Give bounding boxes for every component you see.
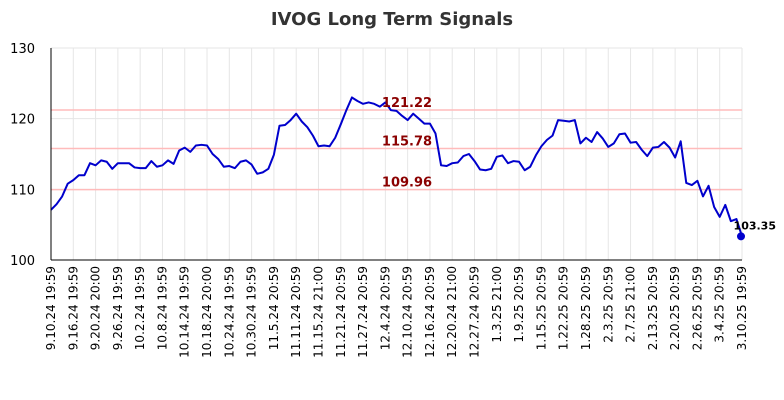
- x-tick-label: 10.8.24 19:59: [155, 266, 169, 350]
- x-tick-label: 12.10.24 20:59: [401, 266, 415, 358]
- x-tick-label: 10.18.24 20:00: [200, 266, 214, 358]
- grid: [50, 47, 743, 261]
- labels: 121.22 115.78 109.96 103.35: [382, 96, 776, 232]
- axes: 100 110 120 130 9.10.24 19:59 9.16.24 19:59 9.…: [10, 42, 749, 358]
- x-tick-label: 3.10.25 19:59: [735, 266, 749, 350]
- x-tick-label: 1.28.25 20:59: [579, 266, 593, 350]
- y-tick-label: 120: [10, 113, 35, 128]
- x-tick-label: 3.4.25 20:59: [713, 266, 727, 343]
- signal-label: 121.22: [382, 96, 432, 111]
- x-tick-label: 11.21.24 20:59: [334, 266, 348, 358]
- x-tick-label: 11.5.24 20:59: [267, 266, 281, 350]
- x-tick-label: 10.2.24 19:59: [133, 266, 147, 350]
- x-tick-label: 9.26.24 19:59: [111, 266, 125, 350]
- x-tick-label: 10.14.24 19:59: [178, 266, 192, 358]
- x-tick-label: 11.27.24 20:59: [356, 266, 370, 358]
- x-tick-label: 1.3.25 21:00: [490, 266, 504, 343]
- x-tick-label: 9.20.24 20:00: [89, 266, 103, 350]
- series-line: [50, 96, 743, 237]
- last-point-marker: [737, 232, 745, 241]
- x-tick-label: 9.10.24 19:59: [44, 266, 58, 350]
- series-layer: [50, 96, 745, 241]
- x-tick-label: 10.30.24 19:59: [245, 266, 259, 358]
- x-tick-label: 12.20.24 21:00: [445, 266, 459, 358]
- x-tick-label: 1.15.25 20:59: [534, 266, 548, 350]
- last-point-label: 103.35: [734, 219, 776, 232]
- x-tick-label: 1.22.25 20:59: [557, 266, 571, 350]
- chart-title: IVOG Long Term Signals: [271, 9, 513, 30]
- y-tick-label: 100: [10, 254, 35, 269]
- x-tick-label: 2.3.25 20:59: [601, 266, 615, 343]
- signal-label: 115.78: [382, 134, 432, 149]
- x-tick-label: 12.27.24 20:59: [468, 266, 482, 358]
- x-tick-label: 12.16.24 20:59: [423, 266, 437, 358]
- x-tick-label: 2.13.25 20:59: [646, 266, 660, 350]
- x-tick-label: 9.16.24 19:59: [66, 266, 80, 350]
- y-tick-label: 130: [10, 42, 35, 57]
- signal-label: 109.96: [382, 176, 432, 191]
- x-tick-label: 1.9.25 20:59: [512, 266, 526, 343]
- x-tick-label: 2.20.25 20:59: [668, 266, 682, 350]
- x-tick-label: 11.15.24 21:00: [311, 266, 325, 358]
- x-tick-label: 12.4.24 20:59: [378, 266, 392, 350]
- x-tick-label: 11.11.24 20:59: [289, 266, 303, 358]
- x-tick-label: 2.26.25 20:59: [690, 266, 704, 350]
- x-tick-label: 10.24.24 19:59: [222, 266, 236, 358]
- x-tick-label: 2.7.25 21:00: [624, 266, 638, 343]
- y-tick-label: 110: [10, 183, 35, 198]
